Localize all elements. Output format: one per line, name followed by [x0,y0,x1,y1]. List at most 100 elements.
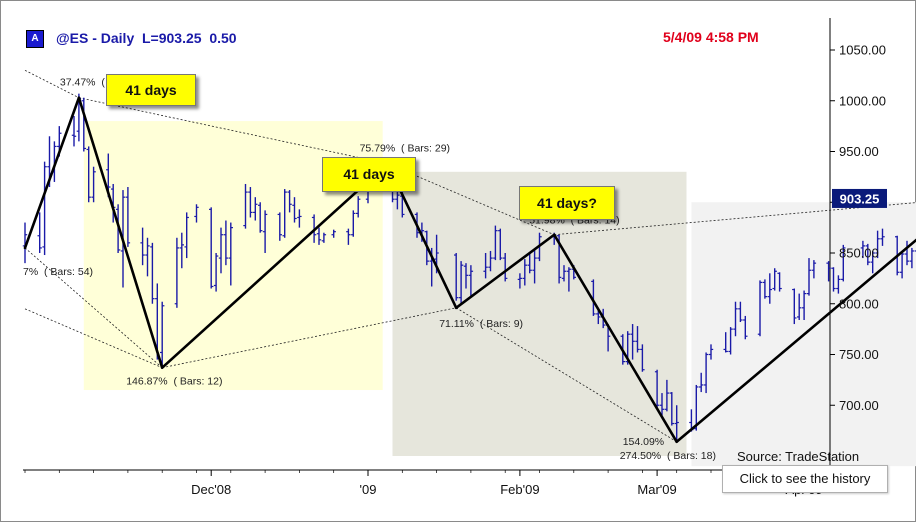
price-bar [708,344,714,360]
zigzag-segment [160,162,389,369]
price-bar [218,227,224,274]
price-bar [37,212,42,253]
zigzag-segment [77,96,164,369]
price-bar [865,243,870,266]
axis-frame [23,18,831,471]
zigzag-segment [552,233,679,444]
symbol-header: @ES - Daily L=903.25 0.50 [56,30,237,46]
price-bar [292,197,297,223]
price-bar [253,197,258,221]
price-bar [194,204,199,223]
price-bar [468,265,474,298]
price-bar [356,196,361,218]
price-bar [42,161,47,256]
price-bar [125,187,131,247]
price-bar [694,384,699,431]
price-bar [640,344,645,372]
zigzag-segment [23,96,81,250]
price-bar [566,267,572,292]
last-price-label: 903.25 [840,191,880,206]
y-tick-label: 750.00 [839,347,879,362]
price-bar [875,230,880,259]
price-bar [904,240,910,266]
timestamp: 5/4/09 4:58 PM [663,29,759,45]
last-price-box [832,188,887,208]
price-bar [733,301,738,337]
price-bar [316,227,322,245]
price-bar [140,227,145,266]
zigzag-segment [675,238,916,444]
callout-41-days-2: 41 days [322,157,416,192]
callout-41-days-1: 41 days [106,74,196,106]
price-bar [503,253,508,282]
x-tick-label: Dec'08 [191,482,231,497]
price-bar [71,115,77,147]
y-axis: 1050.001000.00950.00900.00850.00800.0075… [830,43,886,413]
price-bar [860,240,866,259]
see-history-button[interactable]: Click to see the history [722,465,888,493]
price-bar [591,279,596,316]
price-bar [297,209,302,228]
price-bar [498,228,503,261]
zigzag-segment [454,233,556,310]
price-bar [174,237,180,308]
price-bar [738,301,743,323]
price-bar [797,293,802,320]
price-bar [527,253,532,274]
price-bar [836,275,841,294]
price-bar [654,369,660,408]
price-bar [351,210,356,237]
price-bar [532,249,537,284]
swing-label: 274.50% ( Bars: 18) [620,450,716,462]
price-bar [703,352,709,394]
price-bar [321,232,327,243]
price-bar [454,253,459,301]
source-note: Source: TradeStation [737,449,860,464]
price-bar [223,220,229,266]
time-zones [83,121,916,467]
price-bar [86,146,91,203]
price-bar [767,273,772,304]
price-bar [184,212,189,259]
price-bar [811,260,817,279]
swing-label: 7% ( Bars: 54) [23,266,93,278]
price-bar [909,247,915,269]
price-bar [870,250,875,274]
price-bar [630,324,635,360]
swing-label: 75.79% ( Bars: 29) [360,143,450,155]
price-bar [243,183,248,229]
price-bar [522,259,527,286]
price-bar [517,273,523,289]
price-bar [145,237,150,277]
price-bar [160,301,165,368]
price-bar [463,263,469,289]
guide-line-3 [554,202,916,236]
price-bar [209,207,214,289]
price-bar [150,242,155,304]
price-bar [826,261,831,282]
price-bar [772,268,777,291]
y-tick-label: 1000.00 [839,93,886,108]
y-tick-label: 850.00 [839,246,879,261]
x-tick-label: '09 [360,482,377,497]
y-tick-label: 700.00 [839,398,879,413]
guide-line-lead-bottom [24,308,163,369]
price-bar [762,279,768,299]
price-bar [635,326,640,353]
price-bar [880,228,885,246]
x-tick-label: Mar'09 [637,482,676,497]
price-bar [669,392,674,426]
y-tick-label: 1050.00 [839,43,886,58]
price-bar [841,244,846,282]
price-bar [743,315,748,340]
y-tick-label: 950.00 [839,144,879,159]
price-bar [287,190,292,213]
price-bar [483,253,488,279]
price-bar [757,280,763,337]
swing-label: 154.09% [623,436,664,448]
price-bar [728,327,733,355]
price-bar [262,210,268,253]
x-tick-label: Feb'09 [500,482,539,497]
price-bar [659,393,665,416]
